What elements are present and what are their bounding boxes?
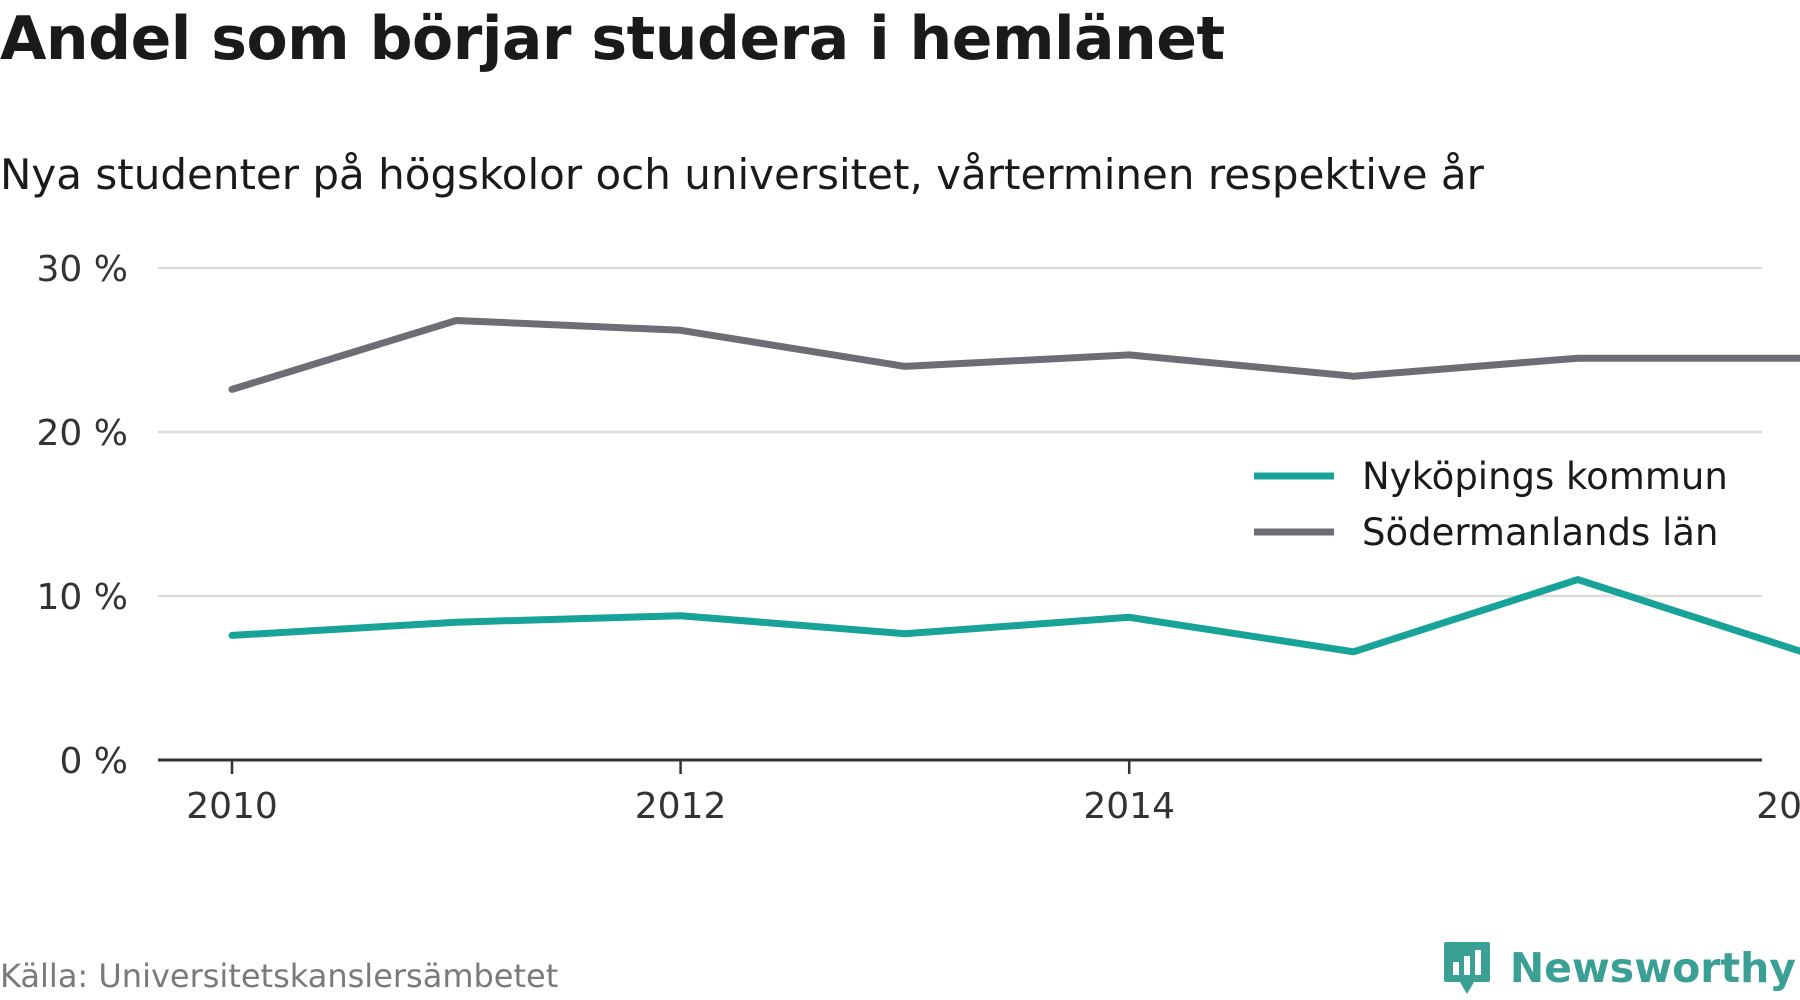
x-tick-label-2010: 2010 bbox=[186, 786, 278, 827]
legend-label-0: Nyköpings kommun bbox=[1362, 455, 1728, 498]
chart-title: Andel som börjar studera i hemlänet bbox=[0, 4, 1225, 74]
x-tick-label-2017: 2017 bbox=[1756, 786, 1800, 827]
x-tick-label-2012: 2012 bbox=[635, 786, 727, 827]
grid-layer bbox=[158, 266, 1762, 598]
y-tick-label-30: 30 % bbox=[37, 249, 128, 290]
series-line-sodermanlands-lan bbox=[228, 317, 1800, 393]
series-line-nykopings-kommun bbox=[228, 576, 1800, 656]
axis-layer: 0 %10 %20 %30 %2010201220142017201920212… bbox=[37, 249, 1800, 827]
legend: Nyköpings kommun Södermanlands län bbox=[1254, 455, 1728, 554]
newsworthy-logo: Newsworthy bbox=[1442, 940, 1796, 996]
legend-label-1: Södermanlands län bbox=[1362, 511, 1718, 554]
y-tick-label-0: 0 % bbox=[59, 741, 128, 782]
source-note: Källa: Universitetskanslersämbetet bbox=[0, 957, 559, 995]
x-tick-label-2014: 2014 bbox=[1083, 786, 1175, 827]
series-layer bbox=[228, 317, 1800, 656]
newsworthy-logo-icon bbox=[1443, 942, 1490, 994]
brand-name: Newsworthy bbox=[1509, 944, 1796, 992]
y-tick-label-10: 10 % bbox=[37, 577, 128, 618]
y-tick-label-20: 20 % bbox=[37, 413, 128, 454]
chart-subtitle: Nya studenter på högskolor och universit… bbox=[0, 150, 1484, 199]
